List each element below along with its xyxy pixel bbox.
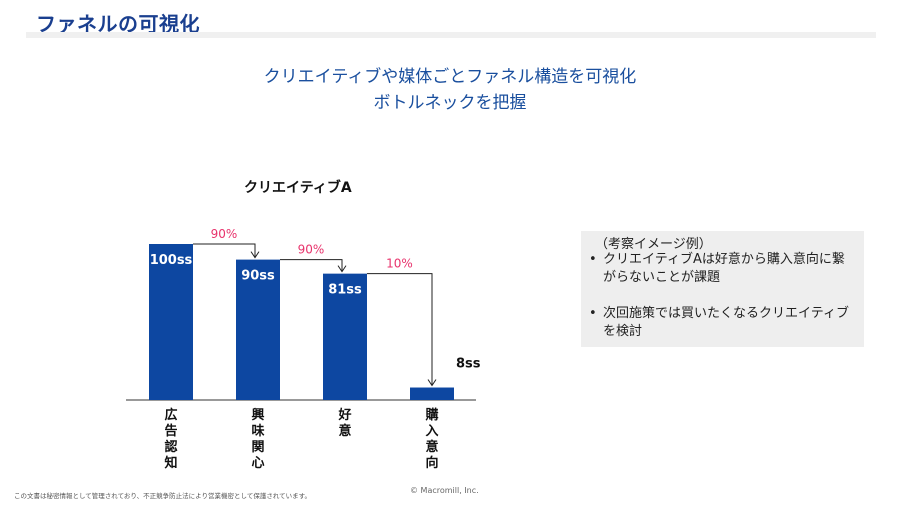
transition-rate-label: 90% [211,227,238,241]
category-label: 好意 [338,408,352,439]
insight-note-box: （考察イメージ例） クリエイティブAは好意から購入意向に繋がらないことが課題 次… [581,231,864,347]
category-label: 興味関心 [251,408,265,471]
insight-note-item: 次回施策では買いたくなるクリエイティブを検討 [589,305,857,341]
chart-title: クリエイティブA [244,180,352,196]
confidentiality-notice: この文書は秘密情報として管理されており、不正競争防止法により営業機密として保護さ… [14,492,311,500]
headline-line-2: ボトルネックを把握 [373,93,527,113]
category-label: 広告認知 [164,408,178,471]
bar [410,387,454,400]
bar [149,244,193,400]
insight-note-heading: （考察イメージ例） [595,237,712,252]
bar [236,259,280,400]
connector-line [367,273,433,386]
connector-line [193,243,256,258]
connector-arrowhead [250,251,260,259]
bar-value-label: 100ss [150,253,193,268]
bar-value-label: 90ss [241,269,275,284]
headline-line-1: クリエイティブや媒体ごとファネル構造を可視化 [263,67,637,87]
title-underline-bar [26,32,876,38]
category-label: 購入意向 [425,408,439,471]
connector-line [280,259,343,272]
connector-arrowhead [427,379,437,387]
connector-arrowhead [337,265,347,273]
bar [323,273,367,400]
headline: クリエイティブや媒体ごとファネル構造を可視化 ボトルネックを把握 [0,64,900,116]
bar-value-label: 8ss [456,357,481,372]
transition-rate-label: 90% [298,243,325,257]
insight-note-list: クリエイティブAは好意から購入意向に繋がらないことが課題 次回施策では買いたくな… [589,251,857,359]
insight-note-item: クリエイティブAは好意から購入意向に繋がらないことが課題 [589,251,857,287]
copyright-notice: © Macromill, Inc. [410,486,479,495]
transition-rate-label: 10% [386,257,413,271]
bar-value-label: 81ss [328,283,362,298]
